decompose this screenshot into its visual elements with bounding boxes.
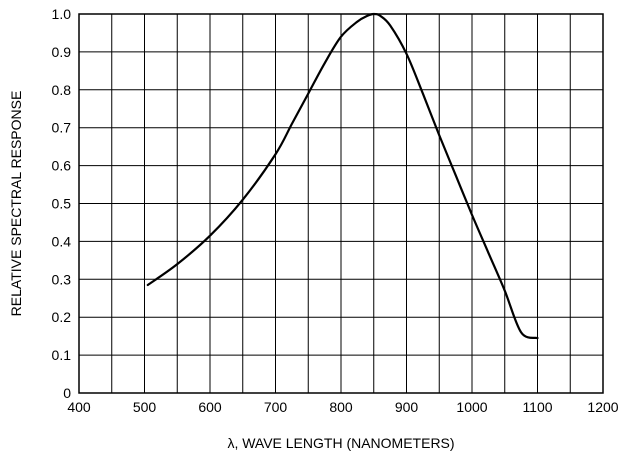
x-tick-label: 700 [264, 399, 288, 415]
plot-frame [78, 13, 604, 394]
y-tick-label: 0.3 [52, 271, 72, 287]
x-tick-label: 1000 [456, 399, 487, 415]
y-tick-label: 0.4 [52, 233, 72, 249]
y-tick-label: 0.2 [52, 309, 72, 325]
y-tick-label: 0 [63, 385, 71, 401]
x-axis-label: λ, WAVE LENGTH (NANOMETERS) [227, 435, 454, 451]
x-tick-label: 800 [329, 399, 353, 415]
y-tick-label: 0.7 [52, 120, 72, 136]
x-tick-label: 500 [133, 399, 157, 415]
x-tick-label: 400 [67, 399, 91, 415]
y-tick-label: 0.1 [52, 347, 72, 363]
y-tick-label: 0.9 [52, 44, 72, 60]
y-tick-label: 0.5 [52, 196, 72, 212]
y-tick-labels: 0 0.1 0.2 0.3 0.4 0.5 0.6 0.7 0.8 0.9 1.0 [52, 6, 72, 401]
x-tick-labels: 400 500 600 700 800 900 1000 1100 1200 [67, 399, 618, 415]
y-tick-label: 0.6 [52, 158, 72, 174]
grid [79, 14, 603, 393]
y-axis-label: RELATIVE SPECTRAL RESPONSE [8, 91, 24, 317]
x-tick-label: 1200 [587, 399, 618, 415]
x-tick-label: 600 [198, 399, 222, 415]
x-tick-label: 900 [395, 399, 419, 415]
series-line [146, 12, 539, 340]
y-tick-label: 1.0 [52, 6, 72, 22]
y-tick-label: 0.8 [52, 82, 72, 98]
x-tick-label: 1100 [522, 399, 552, 415]
series-group [146, 12, 539, 340]
